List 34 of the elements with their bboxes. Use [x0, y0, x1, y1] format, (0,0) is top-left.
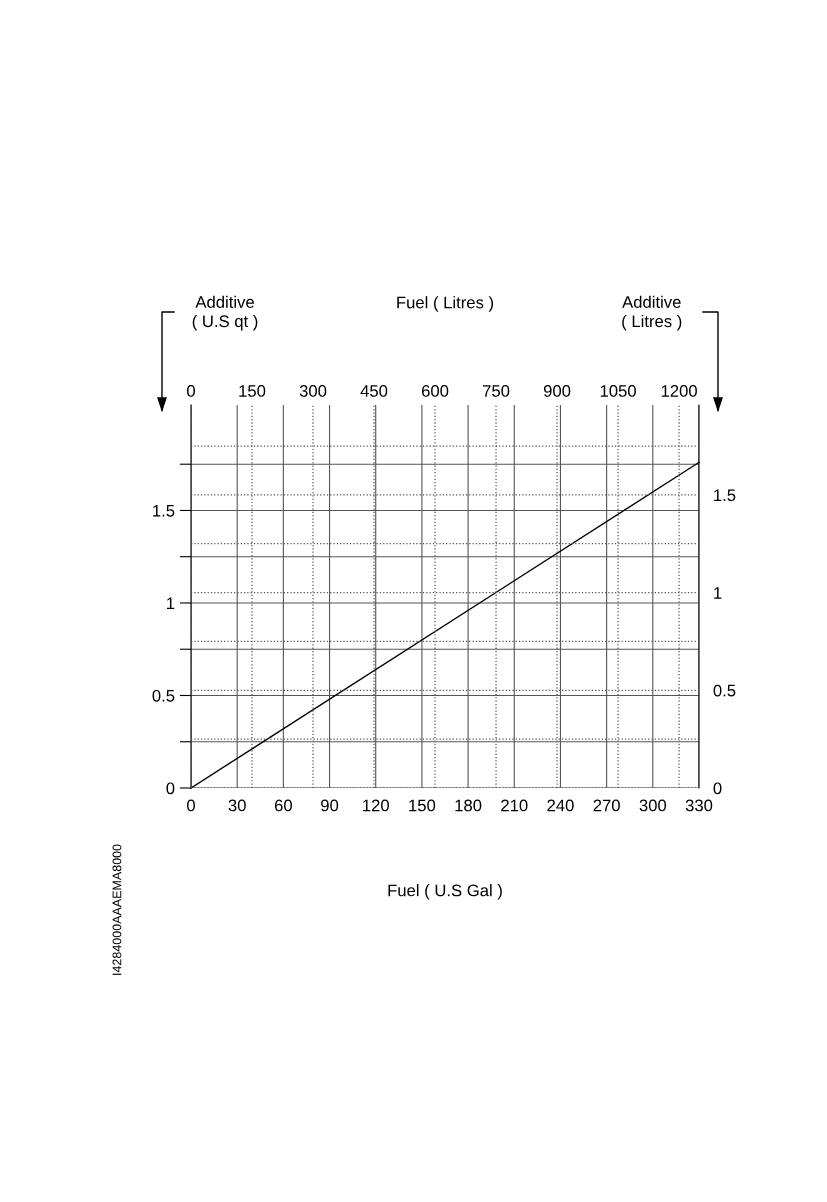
x2-tick-label: 450	[360, 385, 388, 397]
x-tick-label: 240	[547, 799, 574, 812]
x2-tick-label: 900	[543, 385, 571, 397]
x-tick-label: 120	[363, 799, 389, 812]
text: I4284000AAAEMA8000	[112, 844, 122, 975]
y2-tick-label: 0.5	[713, 684, 736, 697]
x2-tick-label: 600	[421, 385, 449, 397]
x2-tick-label: 0	[187, 385, 195, 397]
y2-tick-label: 0	[713, 782, 722, 795]
y2-tick-label: 1.5	[714, 489, 736, 502]
x-tick-label: 300	[639, 799, 667, 812]
x2-tick-label: 150	[239, 385, 266, 397]
x-tick-label: 30	[228, 799, 246, 812]
y-tick-label: 0.5	[152, 689, 175, 702]
x2-tick-label: 1200	[661, 385, 697, 397]
y-axis-title: Additive ( U.S qt )	[192, 295, 258, 331]
x2-tick-label: 1050	[600, 385, 636, 397]
x-tick-label: 180	[455, 799, 482, 812]
x-axis-title: Fuel ( U.S Gal )	[388, 884, 502, 900]
x-tick-label: 90	[321, 799, 339, 812]
x-tick-label: 0	[187, 799, 195, 812]
y-tick-label: 1	[167, 597, 175, 610]
y-tick-label: 0	[166, 782, 175, 795]
x-tick-label: 60	[274, 799, 292, 812]
x-tick-label: 330	[685, 799, 713, 812]
y2-axis-title: Additive ( Litres )	[622, 295, 682, 331]
x-tick-label: 270	[593, 799, 620, 812]
x-tick-label: 150	[409, 799, 436, 812]
y2-tick-label: 1	[714, 587, 722, 599]
x-tick-label: 210	[501, 799, 528, 812]
x2-tick-label: 300	[299, 385, 327, 397]
x2-axis-title: Fuel ( Litres )	[397, 296, 494, 312]
y-tick-label: 1.5	[153, 505, 175, 517]
x2-tick-label: 750	[483, 385, 510, 397]
